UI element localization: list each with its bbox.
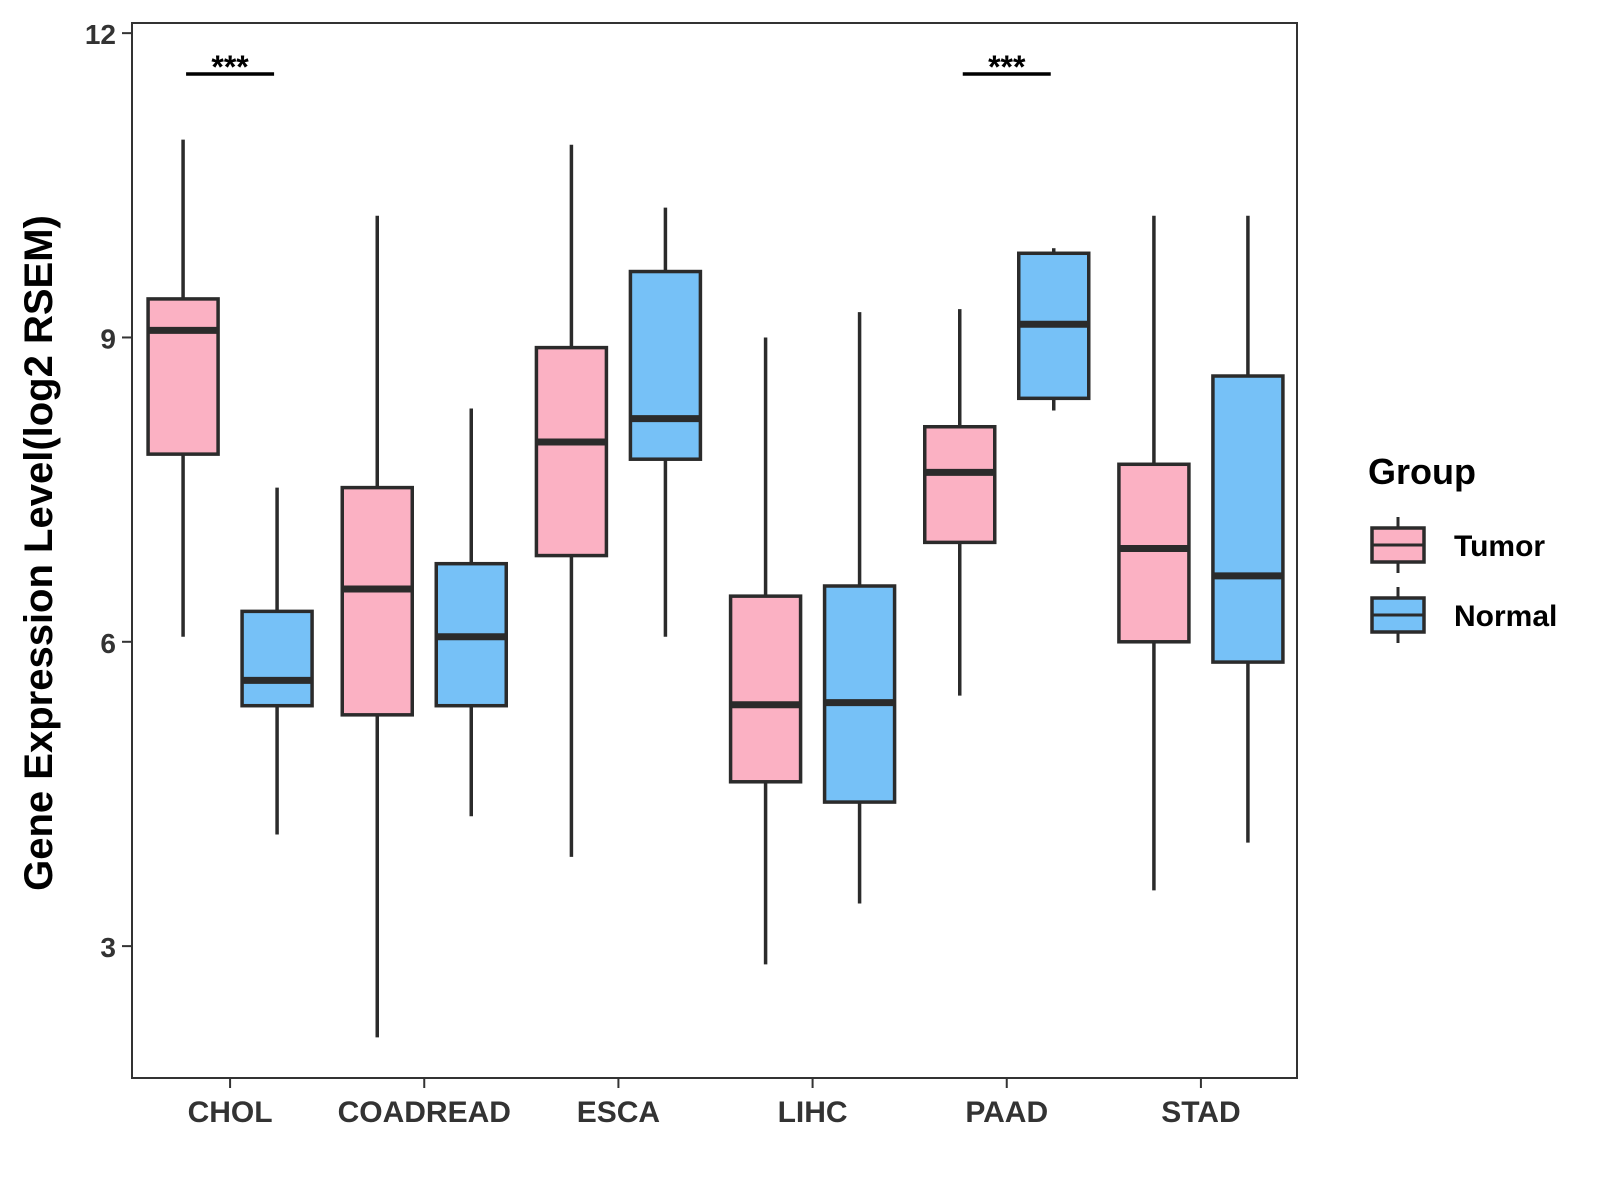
box-tumor-stad [1117, 215, 1191, 891]
box-tumor-lihc [728, 337, 803, 965]
x-tick-label: CHOL [188, 1096, 273, 1129]
box-iqr [628, 269, 703, 461]
x-tick-label: LIHC [778, 1096, 848, 1129]
box-tumor-chol [146, 139, 220, 637]
box-normal-paad [1017, 248, 1091, 411]
box-iqr [822, 584, 897, 804]
x-tick-label: STAD [1161, 1096, 1240, 1129]
legend-title: Group [1368, 451, 1476, 492]
box-iqr [240, 609, 314, 708]
box-iqr [340, 485, 414, 717]
box-normal-coadread [434, 408, 508, 817]
x-tick-label: COADREAD [338, 1096, 511, 1129]
legend-label: Tumor [1454, 530, 1545, 563]
legend-item-normal: Normal [1370, 587, 1557, 643]
box-iqr [146, 297, 220, 456]
box-normal-chol [240, 487, 314, 835]
box-tumor-esca [534, 144, 609, 857]
significance-label: *** [211, 49, 249, 85]
plot-area: *** *** [146, 49, 1285, 1038]
box-iqr [1211, 374, 1285, 664]
box-iqr [728, 594, 803, 784]
y-tick-label: 9 [100, 323, 116, 354]
legend: Group Tumor Normal [1368, 451, 1557, 643]
box-normal-esca [628, 207, 703, 637]
y-tick-label: 3 [100, 932, 116, 963]
x-tick-label: ESCA [577, 1096, 660, 1129]
significance-label: *** [988, 49, 1026, 85]
y-tick-label: 12 [85, 19, 116, 50]
box-iqr [923, 424, 997, 545]
y-axis-label: Gene Expression Level(log2 RSEM) [17, 215, 61, 891]
x-tick-label: PAAD [965, 1096, 1048, 1129]
panel-border [131, 22, 1298, 1079]
box-normal-lihc [822, 312, 897, 904]
box-tumor-coadread [340, 215, 414, 1038]
box-iqr [534, 345, 609, 558]
box-tumor-paad [923, 309, 997, 696]
axes: 3 6 9 12 CHOL COADREAD ESCA LIHC PAAD STAD [85, 19, 1298, 1129]
box-iqr [1117, 462, 1191, 644]
y-tick-label: 6 [100, 628, 116, 659]
legend-label: Normal [1454, 600, 1557, 633]
legend-item-tumor: Tumor [1370, 517, 1545, 573]
box-normal-stad [1211, 215, 1285, 843]
